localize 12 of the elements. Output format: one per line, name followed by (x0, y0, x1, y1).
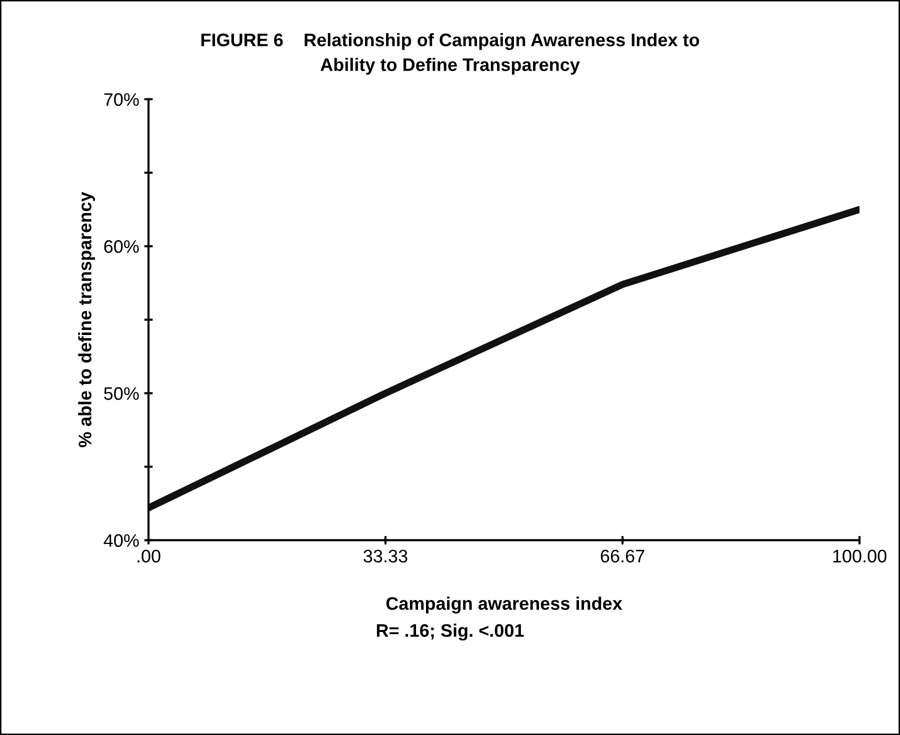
x-tick-label: 33.33 (364, 550, 408, 563)
chart-title: FIGURE 6 Relationship of Campaign Awareness Index to Ability to Define Transparency (201, 33, 700, 75)
x-tick-label: 100.00 (833, 550, 886, 563)
y-axis-title: % able to define transparency (78, 192, 95, 448)
x-tick-label: .00 (138, 550, 160, 563)
y-tick-label: 50% (104, 387, 139, 400)
x-axis-title: Campaign awareness index (386, 596, 622, 614)
y-tick-label: 70% (104, 93, 139, 106)
y-tick-label: 40% (104, 534, 139, 547)
x-tick-label: 66.67 (600, 550, 644, 563)
text: R= .16; Sig. <.001 (376, 624, 524, 641)
y-tick-label: 60% (104, 240, 139, 253)
